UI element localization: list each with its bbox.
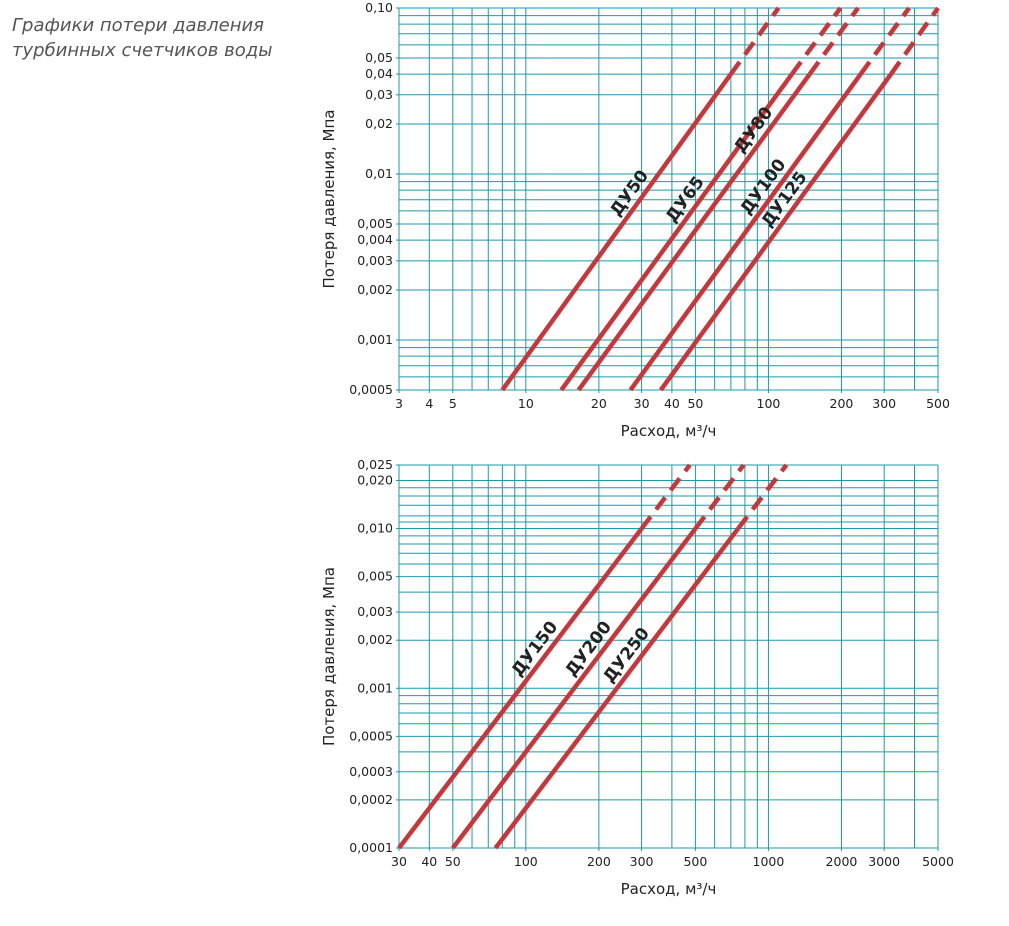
series-line-dashed [639, 463, 692, 530]
series-line-dashed [736, 463, 789, 530]
series-line [397, 527, 644, 850]
y-tick-label: 0,003 [357, 604, 393, 619]
x-tick-label: 40 [664, 396, 680, 411]
y-tick-label: 0,04 [365, 66, 393, 81]
y-tick-label: 0,01 [365, 166, 393, 181]
series-line [451, 527, 698, 850]
heading-line: Графики потери давления [12, 15, 264, 36]
y-tick-label: 0,025 [357, 457, 393, 472]
x-tick-label: 20 [591, 396, 607, 411]
series-line-dashed [807, 6, 860, 76]
x-tick-label: 5 [449, 396, 457, 411]
x-tick-label: 30 [391, 854, 407, 869]
plot-area [399, 465, 938, 848]
y-tick-label: 0,002 [357, 282, 393, 297]
y-tick-label: 0,020 [357, 472, 393, 487]
y-tick-label: 0,03 [365, 87, 393, 102]
x-tick-label: 3 [395, 396, 403, 411]
y-tick-label: 0,004 [357, 232, 393, 247]
x-axis-title: Расход, м³/ч [621, 880, 717, 898]
x-tick-label: 100 [757, 396, 781, 411]
x-tick-label: 200 [830, 396, 854, 411]
x-tick-label: 100 [514, 854, 538, 869]
series-line-dashed [790, 6, 843, 76]
x-tick-label: 500 [926, 396, 950, 411]
y-tick-label: 0,010 [357, 521, 393, 536]
y-tick-label: 0,0001 [349, 840, 393, 855]
x-tick-label: 50 [445, 854, 461, 869]
series-line [628, 72, 863, 392]
x-tick-label: 300 [630, 854, 654, 869]
series-line [559, 72, 794, 392]
series-line-dashed [889, 6, 940, 76]
x-tick-label: 2000 [826, 854, 858, 869]
y-tick-label: 0,0005 [349, 728, 393, 743]
x-tick-label: 50 [687, 396, 703, 411]
y-tick-label: 0,10 [365, 0, 393, 15]
x-tick-label: 40 [421, 854, 437, 869]
x-tick-label: 300 [872, 396, 896, 411]
y-tick-label: 0,0003 [349, 764, 393, 779]
y-axis-title: Потеря давления, Мпа [320, 567, 338, 746]
y-tick-label: 0,02 [365, 116, 393, 131]
series-line-dashed [858, 6, 911, 76]
y-tick-label: 0,001 [357, 332, 393, 347]
y-axis-title: Потеря давления, Мпа [320, 109, 338, 288]
series-line [500, 72, 733, 392]
series-line-dashed [729, 6, 781, 76]
x-tick-label: 10 [518, 396, 534, 411]
x-axis-title: Расход, м³/ч [621, 422, 717, 440]
y-tick-label: 0,005 [357, 569, 393, 584]
x-tick-label: 30 [634, 396, 650, 411]
x-tick-label: 4 [425, 396, 433, 411]
y-tick-label: 0,05 [365, 50, 393, 65]
y-tick-label: 0,0005 [349, 382, 393, 397]
x-tick-label: 200 [587, 854, 611, 869]
series-line [658, 72, 893, 392]
y-tick-label: 0,002 [357, 632, 393, 647]
y-tick-label: 0,001 [357, 680, 393, 695]
series-line [576, 72, 812, 392]
plot-area [399, 8, 938, 390]
y-tick-label: 0,005 [357, 216, 393, 231]
y-tick-label: 0,003 [357, 253, 393, 268]
series-line-dashed [693, 463, 746, 530]
x-tick-label: 3000 [868, 854, 900, 869]
x-tick-label: 5000 [922, 854, 954, 869]
y-tick-label: 0,0002 [349, 792, 393, 807]
x-tick-label: 1000 [753, 854, 785, 869]
x-tick-label: 500 [683, 854, 707, 869]
heading-line: турбинных счетчиков воды [12, 40, 272, 61]
series-line [493, 527, 740, 850]
